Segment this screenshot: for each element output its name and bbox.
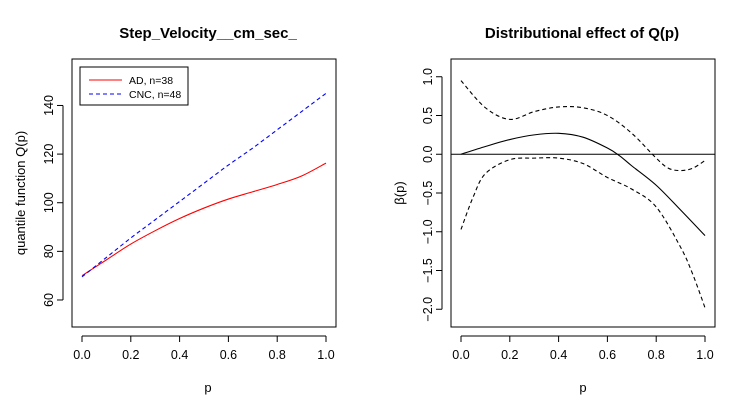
right-series-group — [460, 80, 706, 308]
left-x-tick-label: 0.0 — [73, 348, 90, 362]
left-series-cnc-n-48 — [81, 92, 327, 278]
right-y-tick-label: −1.5 — [421, 258, 435, 283]
left-y-tick-label: 140 — [42, 95, 56, 116]
left-series-ad-n-38 — [81, 162, 327, 277]
right-panel: Distributional effect of Q(p) 0.0 0.2 0.4 0… — [392, 25, 716, 395]
right-y-tick-label: 0.5 — [421, 107, 435, 124]
right-x-tick-label: 0.8 — [648, 348, 665, 362]
legend-label-ad: AD, n=38 — [129, 75, 173, 87]
left-series-group — [81, 92, 327, 278]
left-y-tick-label: 120 — [42, 144, 56, 165]
right-series-upper-band — [460, 80, 706, 172]
left-y-tick-label: 60 — [42, 293, 56, 307]
left-y-axis: 60 80 100 120 140 — [42, 95, 64, 307]
legend-label-cnc: CNC, n=48 — [129, 89, 181, 101]
right-series-estimate — [460, 132, 706, 237]
right-x-tick-label: 1.0 — [696, 348, 713, 362]
right-series-lower-band — [460, 157, 706, 308]
right-y-tick-label: −2.0 — [421, 297, 435, 322]
left-y-tick-label: 100 — [42, 192, 56, 213]
left-title: Step_Velocity__cm_sec_ — [119, 25, 297, 42]
right-x-tick-label: 0.6 — [599, 348, 616, 362]
right-y-tick-label: 0.0 — [421, 146, 435, 163]
left-x-tick-label: 0.2 — [122, 348, 139, 362]
right-plot-frame — [450, 58, 716, 328]
left-x-tick-label: 0.8 — [269, 348, 286, 362]
left-x-tick-label: 1.0 — [317, 348, 334, 362]
right-ylabel: β(p) — [392, 181, 407, 204]
right-y-axis: 1.0 0.5 0.0 −0.5 −1.0 −1.5 −2.0 — [421, 68, 443, 322]
left-ylabel: quantile function Q(p) — [13, 131, 28, 255]
legend: AD, n=38 CNC, n=48 — [79, 66, 189, 106]
left-x-axis: 0.0 0.2 0.4 0.6 0.8 1.0 — [73, 335, 335, 362]
right-y-tick-label: −0.5 — [421, 181, 435, 206]
left-xlabel: p — [204, 380, 211, 395]
right-y-tick-label: −1.0 — [421, 219, 435, 244]
left-y-tick-label: 80 — [42, 244, 56, 258]
right-x-axis: 0.0 0.2 0.4 0.6 0.8 1.0 — [452, 335, 714, 362]
left-x-tick-label: 0.4 — [171, 348, 188, 362]
left-x-tick-label: 0.6 — [220, 348, 237, 362]
right-x-tick-label: 0.0 — [452, 348, 469, 362]
right-title: Distributional effect of Q(p) — [485, 25, 679, 42]
right-x-tick-label: 0.4 — [550, 348, 567, 362]
right-y-tick-label: 1.0 — [421, 68, 435, 85]
right-xlabel: p — [579, 380, 586, 395]
legend-box — [79, 66, 189, 106]
left-panel: Step_Velocity__cm_sec_ 0.0 0.2 0.4 0.6 0.8 1.… — [13, 25, 337, 395]
left-plot-frame — [71, 58, 337, 328]
right-x-tick-label: 0.2 — [501, 348, 518, 362]
